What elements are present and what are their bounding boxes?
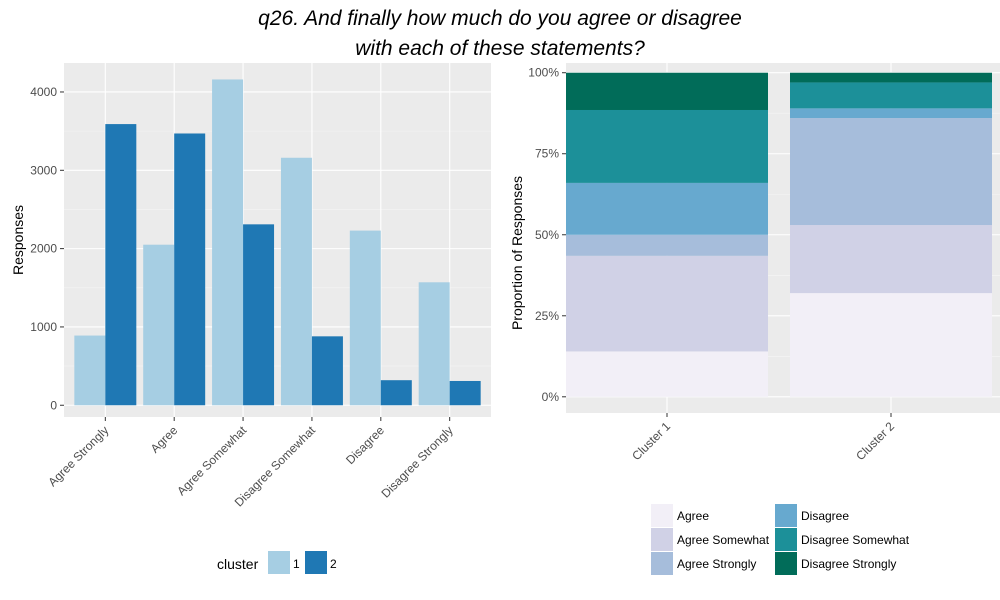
- x-tick-label-cluster-1: Cluster 1: [629, 419, 673, 463]
- x-tick-label-disagree: Disagree: [343, 423, 387, 467]
- y-tick-label: 2000: [30, 242, 57, 256]
- bar-agree-somewhat-cluster-2: [243, 224, 275, 406]
- segment-cluster-1-agree: [566, 351, 768, 397]
- bar-disagree-somewhat-cluster-1: [280, 157, 312, 406]
- chart-title-line-2: with each of these statements?: [355, 37, 645, 60]
- legend-label-agree: Agree: [677, 509, 709, 523]
- segment-cluster-1-disagree-strongly: [566, 72, 768, 110]
- segment-cluster-2-disagree: [790, 108, 992, 119]
- y-axis-label: Proportion of Responses: [509, 176, 525, 330]
- legend-swatch-agree-strongly: [651, 552, 673, 575]
- bar-disagree-somewhat-cluster-2: [311, 336, 343, 406]
- legend-swatch-agree: [651, 504, 673, 527]
- segment-cluster-2-disagree-strongly: [790, 72, 992, 83]
- legend-label-disagree-strongly: Disagree Strongly: [801, 557, 896, 571]
- legend-swatch-agree-somewhat: [651, 528, 673, 551]
- legend-label-agree-somewhat: Agree Somewhat: [677, 533, 770, 547]
- bar-agree-cluster-2: [174, 133, 206, 406]
- segment-cluster-2-agree-somewhat: [790, 225, 992, 294]
- legend-response: Agree Agree Somewhat Agree Strongly Disagre…: [651, 504, 910, 575]
- legend-label-agree-strongly: Agree Strongly: [677, 557, 756, 571]
- bar-disagree-cluster-1: [349, 230, 381, 406]
- bar-disagree-strongly-cluster-2: [449, 380, 481, 406]
- segment-cluster-1-disagree: [566, 182, 768, 235]
- segment-cluster-2-agree: [790, 293, 992, 397]
- legend-swatch-disagree-somewhat: [775, 528, 797, 551]
- chart-title: q26. And finally how much do you agree o…: [0, 4, 1000, 64]
- legend-swatch-1: [268, 551, 290, 574]
- segment-cluster-1-agree-strongly: [566, 234, 768, 256]
- legend-label-2: 2: [330, 557, 337, 571]
- bar-agree-strongly-cluster-1: [74, 335, 106, 406]
- bar-agree-somewhat-cluster-1: [212, 79, 244, 406]
- y-tick-label: 25%: [535, 309, 559, 323]
- stacked-bar-chart-proportion: 0% 25% 50% 75% 100% Cluster 1 Cluster 2 Proport…: [509, 63, 1000, 463]
- legend-label-disagree: Disagree: [801, 509, 849, 523]
- bar-agree-strongly-cluster-2: [105, 124, 137, 406]
- y-axis-label: Responses: [10, 205, 26, 275]
- y-tick-label: 1000: [30, 320, 57, 334]
- bar-disagree-cluster-2: [380, 380, 412, 406]
- x-tick-label-agree: Agree: [148, 423, 181, 456]
- y-tick-label: 50%: [535, 228, 559, 242]
- legend-swatch-2: [305, 551, 327, 574]
- segment-cluster-1-disagree-somewhat: [566, 109, 768, 183]
- y-tick-label: 4000: [30, 85, 57, 99]
- legend-title: cluster: [217, 556, 259, 572]
- x-tick-label-cluster-2: Cluster 2: [853, 419, 897, 463]
- y-tick-label: 0: [50, 398, 57, 412]
- bar-disagree-strongly-cluster-1: [418, 282, 450, 406]
- segment-cluster-2-agree-strongly: [790, 118, 992, 226]
- chart-title-line-1: q26. And finally how much do you agree o…: [258, 7, 742, 30]
- x-tick-label-agree-strongly: Agree Strongly: [45, 423, 111, 489]
- bar-chart-responses: 0 1000 2000 3000 4000 Agree Strongly AgreeAgre…: [10, 63, 491, 510]
- y-tick-label: 100%: [528, 66, 559, 80]
- y-tick-label: 3000: [30, 163, 57, 177]
- legend-swatch-disagree: [775, 504, 797, 527]
- segment-cluster-1-agree-somewhat: [566, 255, 768, 352]
- x-tick-label-disagree-strongly: Disagree Strongly: [378, 423, 455, 500]
- bar-agree-cluster-1: [143, 244, 175, 406]
- segment-cluster-2-disagree-somewhat: [790, 82, 992, 109]
- y-tick-label: 0%: [542, 390, 560, 404]
- legend-label-disagree-somewhat: Disagree Somewhat: [801, 533, 910, 547]
- legend-swatch-disagree-strongly: [775, 552, 797, 575]
- y-tick-label: 75%: [535, 147, 559, 161]
- legend-label-1: 1: [293, 557, 300, 571]
- legend-cluster: cluster 1 2: [217, 551, 337, 574]
- x-tick-label-agree-somewhat: Agree Somewhat: [174, 423, 249, 498]
